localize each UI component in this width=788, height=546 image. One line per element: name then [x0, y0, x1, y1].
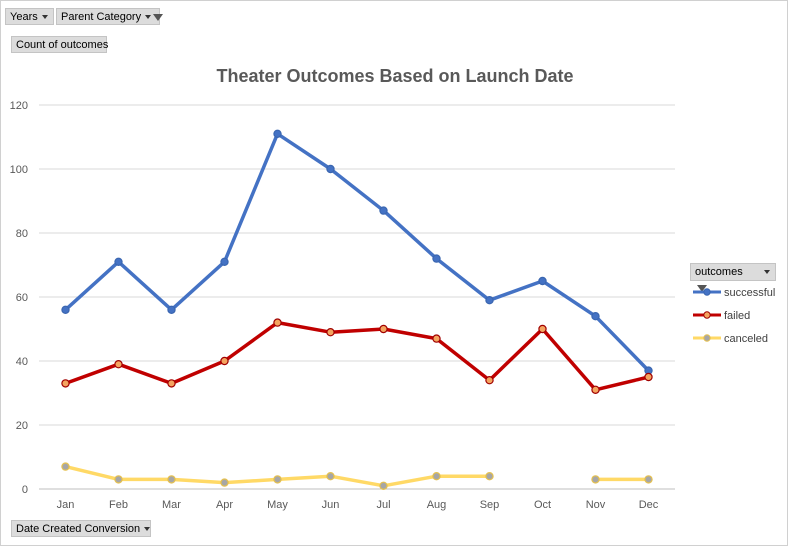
- legend-label: successful: [724, 287, 775, 299]
- legend-label: canceled: [724, 333, 768, 345]
- series-group: [61, 129, 653, 490]
- data-point[interactable]: [644, 372, 653, 382]
- data-point[interactable]: [432, 254, 441, 263]
- data-point[interactable]: [379, 481, 388, 490]
- y-tick-label: 0: [22, 484, 28, 496]
- data-point[interactable]: [273, 475, 282, 484]
- data-point[interactable]: [167, 305, 176, 314]
- data-point[interactable]: [591, 385, 600, 394]
- data-point[interactable]: [485, 376, 494, 385]
- data-point[interactable]: [220, 356, 229, 366]
- x-tick-label: Mar: [162, 499, 181, 511]
- values-field-label: Count of outcomes: [16, 39, 109, 51]
- legend-item-successful[interactable]: successful: [693, 287, 775, 299]
- data-point[interactable]: [61, 462, 70, 471]
- data-point[interactable]: [326, 472, 335, 481]
- filter-icon: [697, 284, 707, 292]
- gridlines: [39, 104, 675, 490]
- legend-item-failed[interactable]: failed: [693, 310, 750, 322]
- x-tick-label: Jan: [57, 499, 75, 511]
- dropdown-arrow-icon: [763, 270, 770, 275]
- x-tick-label: Apr: [216, 499, 233, 511]
- data-point[interactable]: [61, 379, 70, 388]
- data-point[interactable]: [114, 475, 123, 484]
- series-line: [63, 132, 651, 373]
- y-tick-label: 20: [16, 420, 28, 432]
- data-point[interactable]: [591, 475, 600, 484]
- legend-marker: [703, 311, 711, 319]
- data-point[interactable]: [61, 305, 70, 314]
- dropdown-arrow-icon: [144, 527, 151, 532]
- data-point[interactable]: [485, 472, 494, 481]
- legend-label: failed: [724, 310, 750, 322]
- data-point[interactable]: [432, 472, 441, 481]
- data-point[interactable]: [273, 318, 282, 327]
- filter-icon: [153, 13, 164, 21]
- data-point[interactable]: [644, 475, 653, 484]
- x-tick-label: Oct: [534, 499, 551, 511]
- parent-category-field-button[interactable]: Parent Category: [56, 8, 164, 25]
- data-point[interactable]: [114, 257, 123, 266]
- data-point[interactable]: [114, 360, 123, 369]
- y-tick-label: 40: [16, 356, 28, 368]
- data-point[interactable]: [273, 129, 282, 138]
- legend-item-canceled[interactable]: canceled: [693, 333, 768, 345]
- x-axis-ticks: Jan Feb Mar Apr May Jun Jul Aug Sep Oct Nov Dec: [57, 499, 659, 511]
- data-point[interactable]: [591, 312, 600, 321]
- parent-category-field-label: Parent Category: [61, 11, 142, 23]
- x-tick-label: Sep: [480, 499, 500, 511]
- data-point[interactable]: [220, 478, 229, 487]
- dropdown-arrow-icon: [41, 15, 48, 20]
- data-point[interactable]: [379, 324, 388, 334]
- axis-field-button[interactable]: Date Created Conversion: [11, 520, 151, 537]
- legend-marker: [703, 334, 711, 342]
- data-point[interactable]: [220, 257, 229, 266]
- data-point[interactable]: [379, 206, 388, 215]
- years-field-button[interactable]: Years: [5, 8, 54, 25]
- y-tick-label: 60: [16, 292, 28, 304]
- data-point[interactable]: [167, 379, 176, 388]
- x-tick-label: Jul: [376, 499, 390, 511]
- y-tick-label: 100: [10, 164, 28, 176]
- x-tick-label: Dec: [639, 499, 659, 511]
- x-tick-label: Feb: [109, 499, 128, 511]
- data-point[interactable]: [326, 328, 335, 337]
- data-point[interactable]: [538, 324, 547, 334]
- dropdown-arrow-icon: [145, 15, 152, 20]
- series-line: [63, 320, 651, 392]
- data-point[interactable]: [538, 276, 547, 286]
- x-tick-label: Aug: [427, 499, 447, 511]
- series-successful: [61, 129, 653, 375]
- legend-field-button[interactable]: outcomes: [690, 263, 776, 292]
- series-canceled: [61, 462, 653, 490]
- y-axis-ticks: 0 20 40 60 80 100 120: [10, 100, 28, 496]
- data-point[interactable]: [485, 296, 494, 305]
- legend: successful failed canceled: [693, 287, 775, 345]
- x-tick-label: Nov: [586, 499, 606, 511]
- y-tick-label: 80: [16, 228, 28, 240]
- chart-title: Theater Outcomes Based on Launch Date: [216, 66, 573, 86]
- values-field-button[interactable]: Count of outcomes: [11, 36, 109, 53]
- x-tick-label: May: [267, 499, 288, 511]
- years-field-label: Years: [10, 11, 38, 23]
- data-point[interactable]: [326, 164, 335, 174]
- legend-marker: [703, 288, 711, 296]
- y-tick-label: 120: [10, 100, 28, 112]
- series-failed: [61, 318, 653, 394]
- data-point[interactable]: [167, 475, 176, 484]
- legend-field-label: outcomes: [695, 266, 743, 278]
- axis-field-label: Date Created Conversion: [16, 523, 141, 535]
- data-point[interactable]: [432, 334, 441, 343]
- x-tick-label: Jun: [322, 499, 340, 511]
